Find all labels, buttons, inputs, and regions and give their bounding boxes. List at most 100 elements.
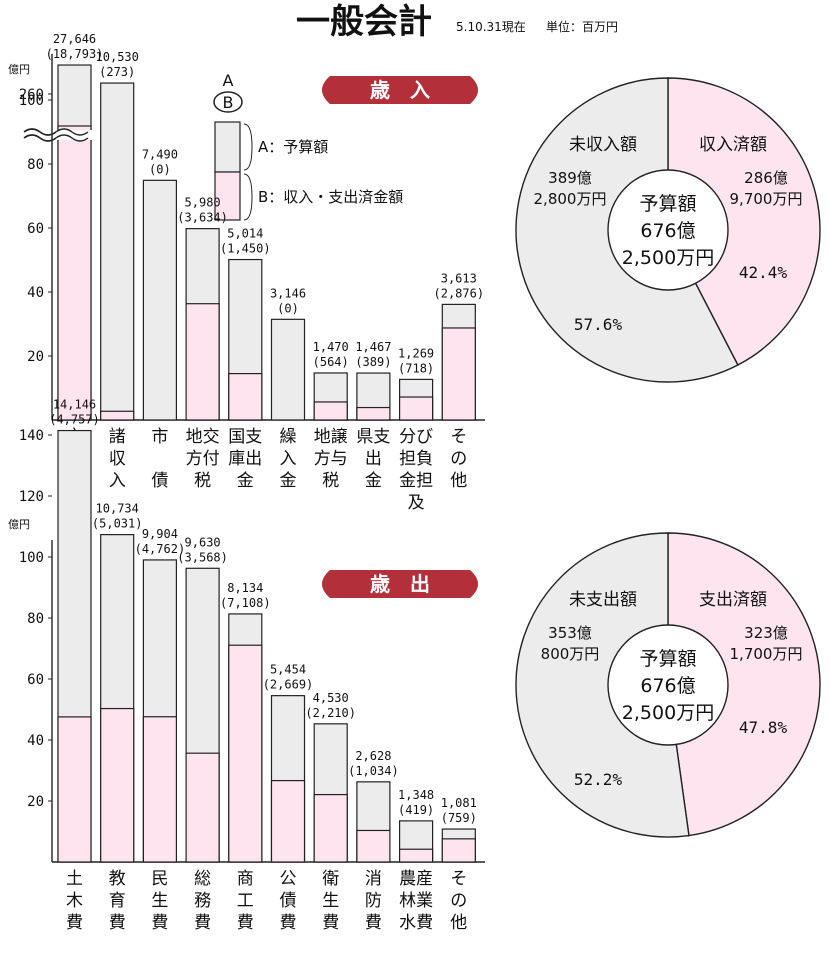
revenue-category-label: 市 — [151, 427, 168, 447]
expenditure-category-label: 水費 — [399, 913, 433, 933]
expenditure-y-tick-label: 80 — [27, 611, 44, 627]
expenditure-label-budget: 9,904 — [142, 527, 178, 541]
expenditure-label-actual: (3,568) — [177, 550, 228, 564]
expenditure-label-budget: 5,454 — [270, 663, 306, 677]
expenditure-label-budget: 8,134 — [227, 581, 263, 595]
revenue-label-actual: (18,793) — [46, 47, 104, 61]
revenue-slice-done — [667, 77, 821, 366]
revenue-category-label: 諸 — [109, 427, 126, 447]
expenditure-center-label: 予算額 — [639, 648, 696, 670]
revenue-label-budget: 1,269 — [398, 346, 434, 360]
expenditure-slice-done-pct: 47.8% — [739, 718, 788, 737]
expenditure-label-actual: (1,034) — [348, 764, 399, 778]
revenue-slice-remaining-amount: 2,800万円 — [534, 190, 607, 208]
expenditure-category-label: 他 — [450, 913, 467, 933]
revenue-slice-remaining-amount: 389億 — [548, 169, 592, 187]
revenue-label-budget: 27,646 — [53, 32, 96, 46]
expenditure-center-label: 676億 — [640, 675, 695, 697]
revenue-donut-chart: 予算額 676億 2,500万円 収入済額 未収入額 286億 9,700万円 389億 2,8… — [515, 77, 821, 383]
expenditure-label-actual: (4,762) — [135, 542, 186, 556]
revenue-category-label: 金担 — [399, 471, 433, 491]
expenditure-slice-done-amount: 323億 — [744, 624, 788, 642]
expenditure-y-tick-label: 100 — [19, 550, 44, 566]
revenue-label-budget: 3,146 — [270, 286, 306, 300]
expenditure-donut-hole — [607, 624, 729, 746]
legend-swatch-budget — [214, 121, 241, 173]
revenue-y-tick-label: 60 — [27, 221, 44, 237]
expenditure-banner: 歳 出 — [322, 570, 478, 598]
revenue-category-label: 方付 — [186, 449, 220, 469]
revenue-slice-done-amount: 286億 — [744, 169, 788, 187]
expenditure-label-actual: (5,031) — [92, 517, 143, 531]
revenue-category-label: 庫出 — [228, 449, 262, 469]
revenue-category-label: 担負 — [399, 449, 433, 469]
revenue-category-label: 方与 — [314, 449, 348, 469]
revenue-center-label: 2,500万円 — [622, 247, 714, 269]
revenue-donut-hole — [607, 169, 729, 291]
expenditure-category-label: 務 — [194, 891, 211, 911]
expenditure-category-label: 費 — [280, 913, 297, 933]
revenue-slice-done-amount: 9,700万円 — [730, 190, 803, 208]
expenditure-category-label: 債 — [280, 891, 297, 911]
expenditure-y-tick-label: 40 — [27, 733, 44, 749]
revenue-y-tick-label: 20 — [27, 349, 44, 365]
revenue-category-label: 地譲 — [314, 427, 348, 447]
legend-label-actual: B：収入・支出済金額 — [258, 188, 403, 206]
revenue-label-actual: (718) — [398, 361, 434, 375]
expenditure-bar-actual — [100, 707, 135, 863]
expenditure-category-label: 商 — [237, 869, 254, 889]
revenue-label-actual: (0) — [277, 301, 299, 315]
expenditure-bar-actual — [313, 793, 348, 863]
revenue-category-label: 税 — [322, 471, 339, 491]
revenue-label-budget: 3,613 — [441, 271, 477, 285]
expenditure-label-budget: 1,348 — [398, 788, 434, 802]
expenditure-bar-actual — [185, 752, 220, 863]
revenue-category-label: 地交 — [186, 427, 220, 447]
revenue-category-label: 出 — [365, 449, 382, 469]
revenue-label-actual: (0) — [149, 162, 171, 176]
expenditure-label-budget: 4,530 — [313, 691, 349, 705]
expenditure-y-tick-label: 60 — [27, 672, 44, 688]
revenue-category-label: 県支 — [356, 427, 390, 447]
revenue-bar-actual — [100, 410, 135, 421]
expenditure-label-budget: 2,628 — [355, 749, 391, 763]
revenue-y-tick-label: 40 — [27, 285, 44, 301]
expenditure-slice-remaining-amount: 353億 — [548, 624, 592, 642]
expenditure-category-label: 費 — [66, 913, 83, 933]
expenditure-bar-actual — [270, 779, 306, 863]
expenditure-bar-actual — [228, 644, 263, 863]
revenue-category-label: 分び — [399, 427, 433, 447]
legend: A B A：予算額 B：収入・支出済金額 — [213, 71, 403, 221]
revenue-bar-actual — [228, 373, 263, 421]
revenue-center-label: 予算額 — [639, 193, 696, 215]
revenue-slice-remaining-name: 未収入額 — [569, 135, 637, 155]
legend-swatch-actual — [214, 171, 241, 221]
revenue-banner: 歳 入 — [322, 76, 478, 104]
legend-letter-b: B — [223, 93, 234, 112]
revenue-bar-budget — [100, 82, 135, 421]
expenditure-category-label: 民 — [151, 869, 168, 889]
revenue-bar-actual — [57, 125, 92, 421]
revenue-y-tick-label: 80 — [27, 157, 44, 173]
expenditure-label-actual: (7,108) — [220, 596, 271, 610]
expenditure-label-actual: (4,757) — [49, 413, 100, 427]
expenditure-category-label: 土 — [66, 869, 83, 889]
expenditure-slice-remaining-name: 未支出額 — [569, 590, 637, 610]
expenditure-category-label: 教 — [109, 869, 126, 889]
revenue-bar-budget — [270, 318, 306, 421]
expenditure-category-label: 農産 — [399, 869, 433, 889]
revenue-bar-break-gap — [56, 130, 93, 140]
revenue-bar-actual — [399, 396, 434, 421]
expenditure-category-label: 工 — [237, 891, 254, 911]
revenue-bar-break — [55, 128, 89, 136]
revenue-category-label: 国支 — [228, 427, 262, 447]
revenue-label-budget: 5,980 — [185, 196, 221, 210]
revenue-category-label: 繰 — [280, 427, 297, 447]
expenditure-slice-done-amount: 1,700万円 — [730, 645, 803, 663]
revenue-label-actual: (3,634) — [177, 211, 228, 225]
revenue-category-label: 金 — [365, 471, 382, 491]
revenue-category-label: 金 — [280, 471, 297, 491]
revenue-label-budget: 5,014 — [227, 227, 263, 241]
expenditure-slice-remaining-pct: 52.2% — [574, 770, 623, 789]
